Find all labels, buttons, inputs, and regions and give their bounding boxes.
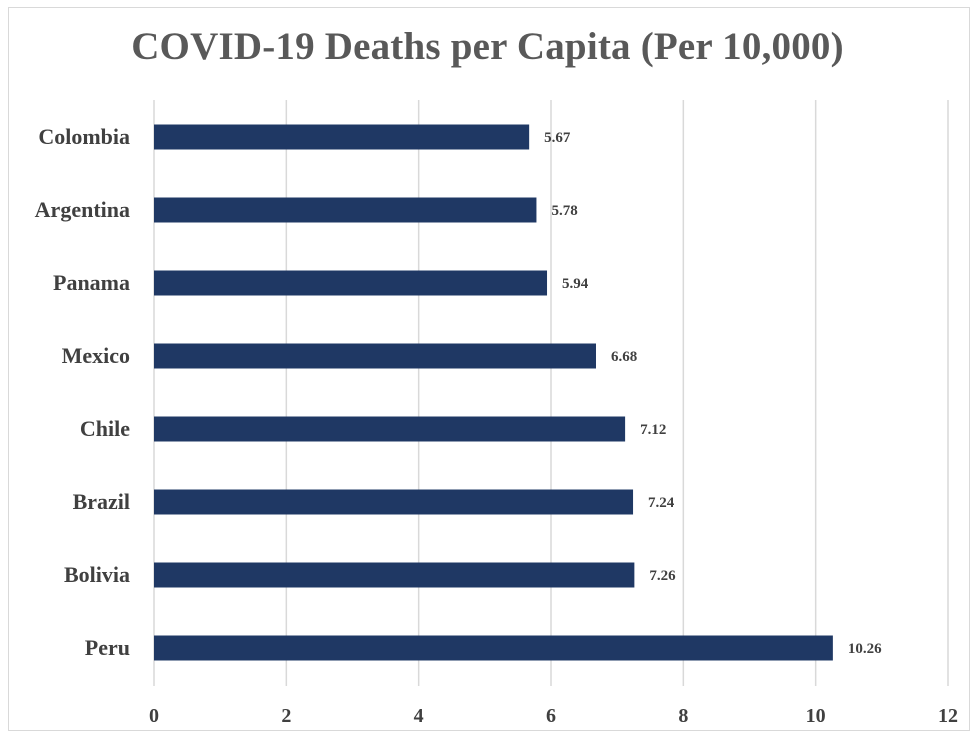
bar-bolivia bbox=[154, 562, 635, 588]
bar-chile bbox=[154, 416, 626, 442]
x-tick-label: 10 bbox=[806, 705, 826, 727]
x-tick-label: 4 bbox=[414, 705, 424, 727]
data-label: 5.78 bbox=[551, 203, 577, 219]
bar-brazil bbox=[154, 489, 634, 515]
bar-argentina bbox=[154, 197, 537, 223]
bar-colombia bbox=[154, 124, 530, 150]
category-label: Bolivia bbox=[64, 562, 130, 587]
category-label: Peru bbox=[85, 635, 130, 660]
data-label: 10.26 bbox=[848, 641, 882, 657]
data-label: 5.94 bbox=[562, 276, 589, 292]
category-label: Mexico bbox=[62, 343, 130, 368]
chart-title: COVID-19 Deaths per Capita (Per 10,000) bbox=[131, 25, 844, 68]
category-label: Argentina bbox=[35, 197, 130, 222]
gridlines bbox=[153, 100, 949, 686]
category-label: Brazil bbox=[73, 489, 130, 514]
data-label: 5.67 bbox=[544, 130, 571, 146]
bars bbox=[154, 124, 833, 661]
category-label: Chile bbox=[80, 416, 130, 441]
x-tick-label: 8 bbox=[678, 705, 688, 727]
x-tick-label: 6 bbox=[546, 705, 556, 727]
labels: 0 2 4 6 8 10 12 Colombia 5.67 Argentina 5.78 Panama… bbox=[35, 124, 958, 727]
category-label: Colombia bbox=[38, 124, 130, 149]
x-tick-label: 0 bbox=[149, 705, 159, 727]
data-label: 7.24 bbox=[648, 495, 675, 511]
data-label: 6.68 bbox=[611, 349, 637, 365]
bar-panama bbox=[154, 270, 548, 296]
x-tick-label: 12 bbox=[938, 705, 958, 727]
bar-mexico bbox=[154, 343, 596, 369]
category-label: Panama bbox=[53, 270, 130, 295]
bar-peru bbox=[154, 635, 833, 661]
data-label: 7.26 bbox=[649, 568, 676, 584]
data-label: 7.12 bbox=[640, 422, 666, 438]
x-tick-label: 2 bbox=[281, 705, 291, 727]
